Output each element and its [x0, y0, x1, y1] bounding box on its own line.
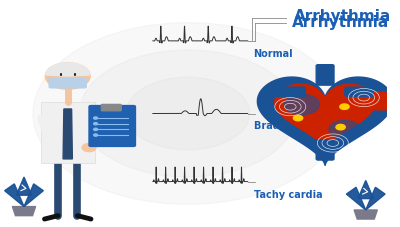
- Circle shape: [329, 120, 360, 138]
- Polygon shape: [41, 102, 95, 163]
- Text: Arrhythmia: Arrhythmia: [294, 9, 391, 24]
- Polygon shape: [12, 207, 36, 216]
- Circle shape: [94, 123, 98, 125]
- Circle shape: [109, 133, 123, 141]
- Polygon shape: [358, 180, 374, 199]
- Circle shape: [336, 124, 345, 130]
- FancyBboxPatch shape: [89, 106, 136, 146]
- FancyBboxPatch shape: [268, 87, 305, 96]
- Polygon shape: [257, 77, 393, 165]
- Text: Tachy cardia: Tachy cardia: [254, 190, 322, 200]
- Circle shape: [94, 134, 98, 136]
- Wedge shape: [45, 63, 90, 76]
- Polygon shape: [275, 84, 376, 150]
- Circle shape: [340, 104, 349, 109]
- FancyBboxPatch shape: [316, 140, 334, 160]
- Circle shape: [33, 23, 342, 204]
- Circle shape: [45, 63, 90, 89]
- Circle shape: [82, 143, 96, 152]
- Polygon shape: [5, 184, 24, 207]
- Polygon shape: [346, 187, 366, 210]
- Text: Brady cardia: Brady cardia: [254, 121, 323, 131]
- Circle shape: [94, 117, 98, 119]
- Polygon shape: [16, 177, 32, 195]
- Polygon shape: [24, 184, 43, 207]
- FancyBboxPatch shape: [102, 104, 121, 111]
- FancyBboxPatch shape: [49, 78, 86, 88]
- FancyBboxPatch shape: [345, 87, 383, 96]
- Polygon shape: [63, 109, 72, 159]
- Circle shape: [293, 115, 303, 121]
- Text: Arrhythmia: Arrhythmia: [292, 15, 389, 30]
- Text: Normal: Normal: [254, 49, 293, 59]
- Circle shape: [79, 50, 296, 177]
- Circle shape: [126, 77, 250, 150]
- Polygon shape: [354, 210, 377, 219]
- Circle shape: [284, 94, 319, 115]
- FancyBboxPatch shape: [374, 92, 392, 110]
- Polygon shape: [366, 187, 385, 210]
- Circle shape: [94, 128, 98, 131]
- FancyBboxPatch shape: [316, 65, 334, 85]
